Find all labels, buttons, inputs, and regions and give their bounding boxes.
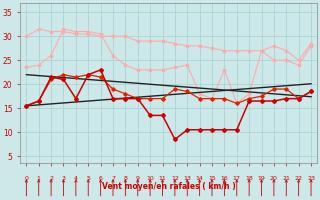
X-axis label: Vent moyen/en rafales ( km/h ): Vent moyen/en rafales ( km/h ): [102, 182, 236, 191]
